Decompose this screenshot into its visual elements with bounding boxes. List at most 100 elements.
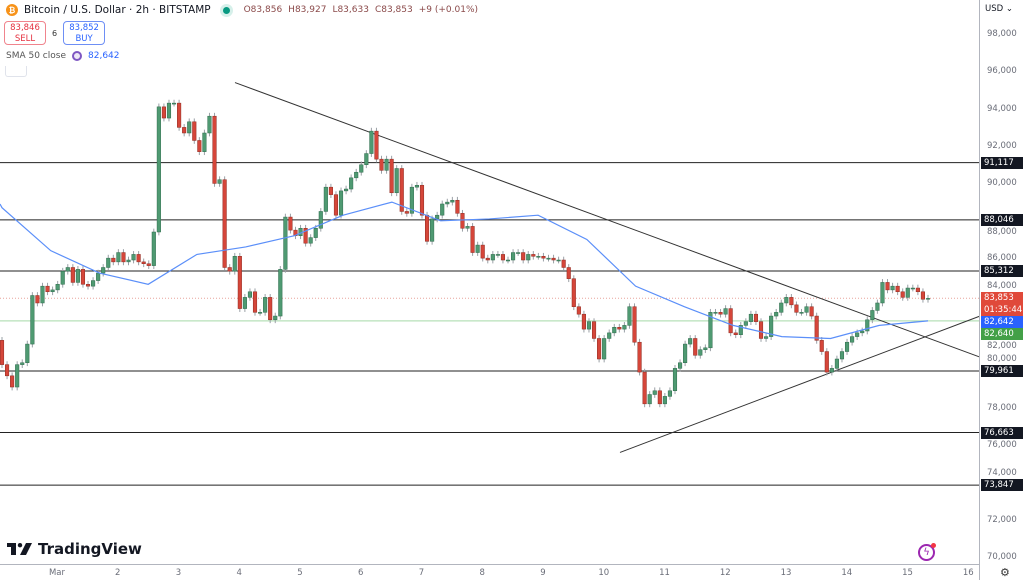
candle-body [708, 312, 713, 349]
chart-plot-area[interactable] [0, 0, 981, 564]
candle-body [490, 254, 495, 261]
candle-body [819, 340, 824, 352]
candle-body [460, 213, 465, 229]
sma-legend[interactable]: SMA 50 close 82,642 [6, 51, 120, 61]
price-tick-label: 84,000 [987, 281, 1017, 291]
candle-body [637, 341, 642, 373]
candle-body [15, 364, 20, 388]
candle-body [743, 321, 748, 326]
candle-body [784, 297, 789, 304]
time-tick-label: 5 [297, 568, 303, 578]
candle-body [227, 267, 232, 272]
sma-label: SMA 50 close [6, 51, 66, 61]
candle-body [905, 287, 910, 298]
candle-body [647, 394, 652, 405]
candle-body [247, 291, 252, 298]
candle-body [824, 351, 829, 373]
buy-button[interactable]: 83,852 BUY [63, 21, 106, 45]
candle-body [591, 321, 597, 339]
candle-body [480, 244, 485, 259]
candle-body [278, 269, 283, 317]
candle-body [40, 285, 45, 304]
candle-body [920, 291, 925, 300]
time-axis[interactable]: Mar 2 3 4 5 6 7 8 9 10 11 12 13 14 15 16 [0, 564, 979, 581]
candle-body [865, 319, 870, 332]
candle-body [733, 332, 738, 335]
candle-body [171, 102, 177, 105]
tradingview-logo[interactable]: TradingView [7, 540, 142, 558]
candle-body [844, 341, 850, 352]
candle-body [738, 325, 743, 335]
candle-body [414, 185, 419, 188]
price-tick-label: 78,000 [987, 403, 1017, 413]
candle-body [723, 308, 728, 315]
market-open-icon [222, 6, 230, 14]
candle-body [576, 306, 581, 315]
candle-body [662, 396, 667, 405]
candle-body [718, 312, 723, 315]
candle-body [354, 171, 359, 179]
candle-body [764, 336, 769, 339]
candle-body [50, 289, 55, 293]
candle-body [384, 158, 389, 171]
candle-body [161, 106, 166, 119]
candle-body [450, 199, 455, 203]
tradingview-logo-icon [7, 542, 32, 555]
candle-body [404, 211, 409, 214]
symbol-title[interactable]: Bitcoin / U.S. Dollar · 2h · BITSTAMP [24, 4, 211, 16]
candle-body [561, 259, 566, 268]
candle-body [571, 278, 576, 307]
candle-body [809, 306, 814, 317]
time-tick-label: 8 [479, 568, 485, 578]
price-tick-label: 82,000 [987, 341, 1017, 351]
candle-body [75, 269, 80, 283]
candle-body [804, 306, 809, 313]
settings-gear-icon[interactable]: ⚙ [1000, 566, 1010, 579]
countdown-text: 01:35:44 [984, 305, 1023, 315]
level-price-label: 73,847 [981, 479, 1023, 491]
candle-body [283, 216, 288, 270]
sma-price-label: 82,642 [981, 316, 1023, 328]
time-tick-label: 16 [962, 568, 974, 578]
sell-button[interactable]: 83,846 SELL [4, 21, 46, 45]
time-tick-label: 7 [418, 568, 425, 578]
sell-price: 83,846 [10, 23, 40, 33]
candle-body [232, 256, 237, 272]
candle-body [581, 313, 586, 330]
candle-body [111, 257, 116, 263]
candle-body [192, 121, 197, 141]
candle-body [602, 338, 607, 360]
candle-body [182, 127, 187, 134]
currency-selector[interactable]: USD ⌄ [985, 4, 1013, 14]
candle-body [698, 349, 703, 356]
time-tick-label: 12 [719, 568, 731, 578]
candle-body [521, 252, 526, 261]
candle-body [516, 252, 521, 254]
candlestick-chart[interactable] [0, 0, 981, 564]
level-price-label: 79,961 [981, 365, 1023, 377]
candle-body [288, 216, 293, 231]
sell-label: SELL [14, 34, 36, 44]
last-price-label: 83,853 01:35:44 [981, 292, 1023, 316]
ohlc-low: L83,633 [332, 5, 369, 15]
price-tick-label: 80,000 [987, 354, 1017, 364]
candle-body [531, 254, 536, 257]
candle-body [338, 190, 344, 216]
collapse-legend-button[interactable] [5, 66, 27, 77]
candle-body [308, 237, 313, 244]
price-tick-label: 98,000 [987, 29, 1017, 39]
last-price-text: 83,853 [984, 293, 1014, 303]
candle-body [369, 130, 374, 154]
candle-body [25, 343, 30, 364]
lightning-notification-icon[interactable]: ϟ [918, 543, 936, 561]
candle-body [65, 267, 70, 272]
price-axis[interactable]: USD ⌄ 98,000 96,000 94,000 92,000 90,000 88,0… [979, 0, 1024, 580]
candle-body [242, 297, 247, 309]
candle-body [187, 121, 192, 134]
candle-body [703, 347, 708, 350]
candle-body [136, 254, 141, 263]
candle-body [500, 254, 506, 261]
candle-body [217, 179, 222, 184]
candle-body [632, 306, 637, 343]
symbol-header: ₿ Bitcoin / U.S. Dollar · 2h · BITSTAMP … [6, 4, 478, 16]
